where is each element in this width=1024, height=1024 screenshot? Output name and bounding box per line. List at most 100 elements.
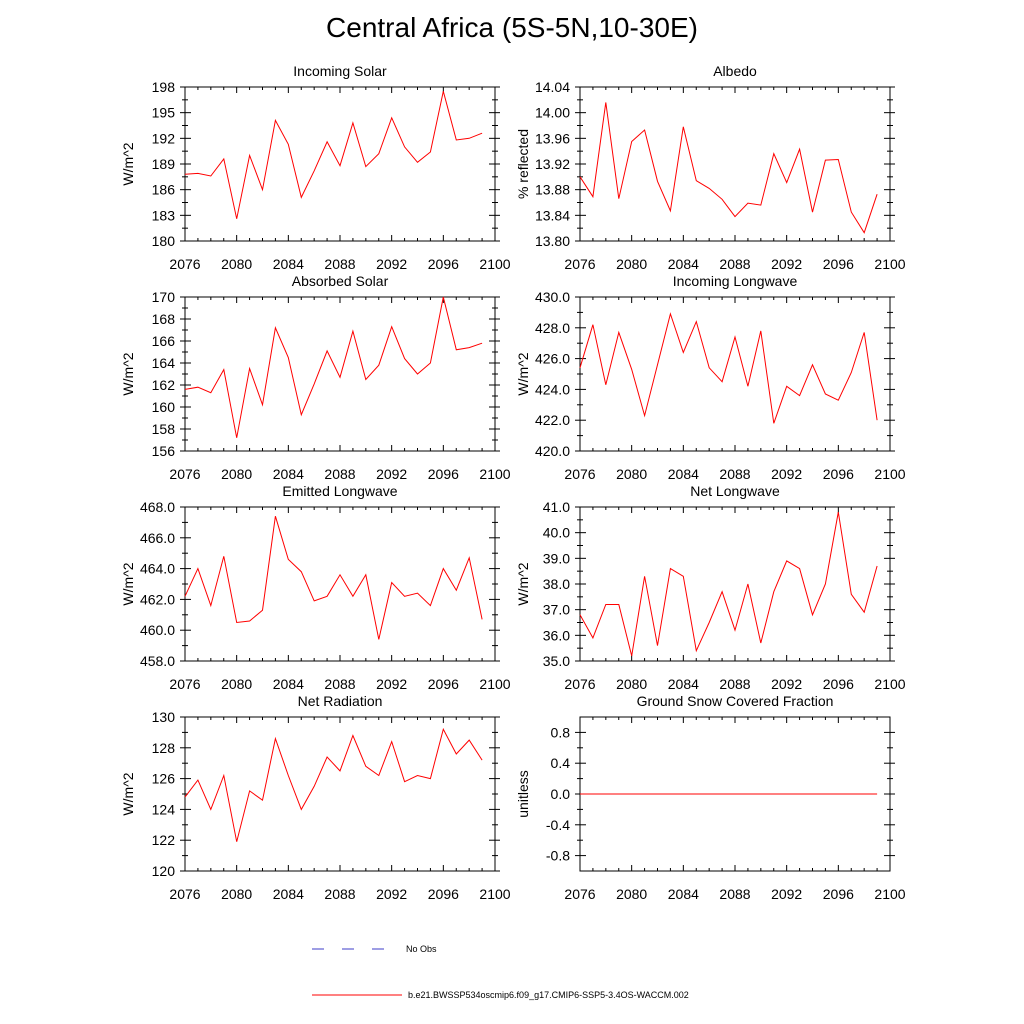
- x-tick-label: 2100: [479, 886, 510, 902]
- x-tick-label: 2092: [771, 466, 802, 482]
- x-tick-label: 2076: [564, 676, 595, 692]
- x-tick-label: 2088: [719, 466, 750, 482]
- y-tick-label: 38.0: [543, 576, 570, 592]
- x-tick-label: 2080: [221, 886, 252, 902]
- y-tick-label: 158: [152, 421, 176, 437]
- y-tick-label: 192: [152, 130, 176, 146]
- y-tick-label: 13.88: [535, 182, 570, 198]
- x-tick-label: 2076: [564, 256, 595, 272]
- y-tick-label: 430.0: [535, 289, 570, 305]
- x-tick-label: 2080: [616, 676, 647, 692]
- y-tick-label: 458.0: [140, 653, 175, 669]
- series-line: [184, 296, 483, 438]
- y-tick-label: 120: [152, 863, 176, 879]
- y-tick-label: 13.96: [535, 130, 570, 146]
- x-tick-label: 2080: [616, 256, 647, 272]
- y-tick-label: 35.0: [543, 653, 570, 669]
- x-tick-label: 2100: [479, 256, 510, 272]
- series-line: [184, 91, 483, 219]
- x-tick-label: 2100: [479, 466, 510, 482]
- y-axis-label: W/m^2: [120, 352, 136, 395]
- x-tick-label: 2084: [273, 256, 304, 272]
- y-tick-label: 198: [152, 79, 176, 95]
- series-line: [184, 516, 483, 640]
- x-tick-label: 2088: [324, 886, 355, 902]
- y-tick-label: 128: [152, 740, 176, 756]
- y-tick-label: 166: [152, 333, 176, 349]
- x-tick-label: 2100: [874, 886, 905, 902]
- y-tick-label: 160: [152, 399, 176, 415]
- panel-title: Albedo: [713, 63, 757, 79]
- x-tick-label: 2080: [221, 256, 252, 272]
- y-tick-label: 420.0: [535, 443, 570, 459]
- y-tick-label: 468.0: [140, 499, 175, 515]
- x-tick-label: 2100: [874, 256, 905, 272]
- y-tick-label: 422.0: [535, 412, 570, 428]
- y-tick-label: 428.0: [535, 320, 570, 336]
- x-tick-label: 2088: [324, 676, 355, 692]
- x-tick-label: 2096: [428, 676, 459, 692]
- y-tick-label: 40.0: [543, 525, 570, 541]
- y-tick-label: 0.8: [551, 724, 571, 740]
- x-tick-label: 2080: [221, 466, 252, 482]
- chart-panel-8: Ground Snow Covered Fraction unitless 2076…: [515, 693, 906, 902]
- y-axis-label: W/m^2: [515, 562, 531, 605]
- y-tick-label: -0.8: [546, 848, 570, 864]
- x-tick-label: 2092: [376, 256, 407, 272]
- x-tick-label: 2084: [273, 676, 304, 692]
- y-tick-label: 189: [152, 156, 176, 172]
- y-tick-label: 156: [152, 443, 176, 459]
- x-tick-label: 2092: [771, 886, 802, 902]
- panel-title: Incoming Longwave: [673, 273, 798, 289]
- panel-title: Absorbed Solar: [292, 273, 389, 289]
- y-tick-label: 122: [152, 832, 176, 848]
- x-tick-label: 2084: [273, 886, 304, 902]
- y-axis-label: % reflected: [515, 129, 531, 199]
- series-line: [579, 102, 878, 234]
- y-tick-label: 14.04: [535, 79, 570, 95]
- x-tick-label: 2084: [668, 466, 699, 482]
- chart-panel-6: Net Longwave W/m^2 2076 2080 2084 2088 2092 209…: [515, 483, 906, 692]
- x-tick-label: 2080: [616, 886, 647, 902]
- y-tick-label: 39.0: [543, 550, 570, 566]
- y-tick-label: 37.0: [543, 602, 570, 618]
- x-tick-label: 2096: [428, 256, 459, 272]
- series-line: [579, 512, 878, 657]
- page-title: Central Africa (5S-5N,10-30E): [326, 12, 698, 43]
- chart-panel-4: Incoming Longwave W/m^2 2076 2080 2084 2088 20…: [515, 273, 906, 482]
- y-tick-label: 126: [152, 771, 176, 787]
- plot-frame: [579, 296, 891, 452]
- y-tick-label: 426.0: [535, 351, 570, 367]
- y-tick-label: 0.4: [551, 755, 571, 771]
- x-tick-label: 2100: [874, 676, 905, 692]
- plot-frame: [579, 506, 891, 662]
- model-legend-label: b.e21.BWSSP534oscmip6.f09_g17.CMIP6-SSP5…: [408, 990, 689, 1000]
- x-tick-label: 2076: [169, 676, 200, 692]
- x-tick-label: 2084: [273, 466, 304, 482]
- chart-panel-3: Absorbed Solar W/m^2 2076 2080 2084 2088 2092 2…: [120, 273, 511, 482]
- y-tick-label: 168: [152, 311, 176, 327]
- y-tick-label: 13.84: [535, 207, 570, 223]
- x-tick-label: 2096: [823, 676, 854, 692]
- y-axis-label: W/m^2: [120, 562, 136, 605]
- y-axis-label: W/m^2: [120, 772, 136, 815]
- panel-title: Ground Snow Covered Fraction: [637, 693, 834, 709]
- x-tick-label: 2096: [428, 886, 459, 902]
- chart-panel-2: Albedo % reflected 2076 2080 2084 2088 2092 209…: [515, 63, 906, 272]
- y-tick-label: 14.00: [535, 105, 570, 121]
- y-tick-label: 36.0: [543, 627, 570, 643]
- x-tick-label: 2096: [823, 886, 854, 902]
- y-tick-label: -0.4: [546, 817, 570, 833]
- legend: No Obs b.e21.BWSSP534oscmip6.f09_g17.CMIP…: [312, 944, 689, 1000]
- y-tick-label: 186: [152, 182, 176, 198]
- y-tick-label: 41.0: [543, 499, 570, 515]
- series-line: [579, 312, 878, 424]
- x-tick-label: 2096: [823, 466, 854, 482]
- panel-title: Incoming Solar: [293, 63, 387, 79]
- x-tick-label: 2088: [324, 256, 355, 272]
- x-tick-label: 2096: [823, 256, 854, 272]
- x-tick-label: 2080: [221, 676, 252, 692]
- x-tick-label: 2076: [169, 466, 200, 482]
- x-tick-label: 2084: [668, 676, 699, 692]
